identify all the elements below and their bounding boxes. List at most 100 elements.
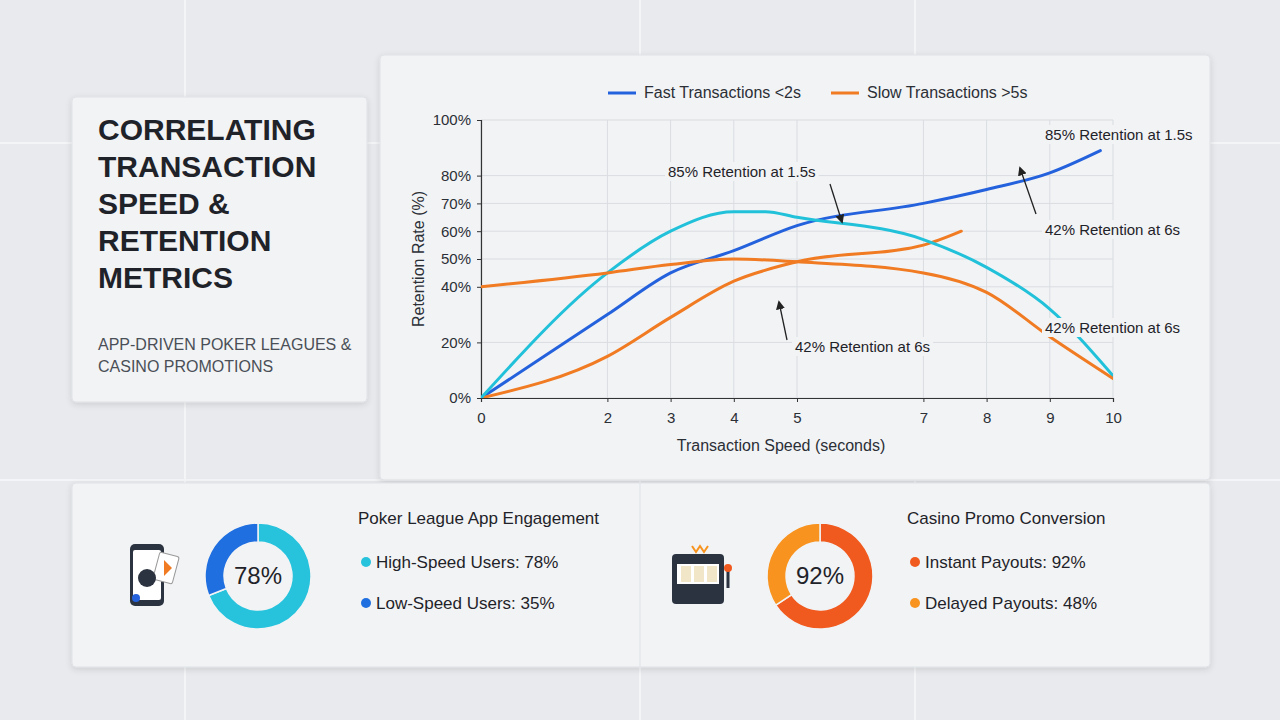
background	[0, 0, 1280, 720]
slot-body	[672, 554, 724, 604]
text-line: TRANSACTION	[98, 150, 316, 183]
annotation: 42% Retention at 6s	[795, 338, 930, 355]
tick-label: 5	[793, 409, 801, 426]
tick: 0	[477, 398, 485, 426]
slices	[767, 523, 873, 629]
legend-swatch	[910, 557, 920, 567]
annotation-patches	[665, 125, 1196, 356]
series-line	[481, 259, 1113, 379]
grid-line	[481, 203, 1113, 204]
donut-chart: 78%Poker League App EngagementHigh-Speed…	[205, 509, 599, 629]
legend-label: Delayed Payouts: 48%	[925, 594, 1097, 613]
slices	[205, 523, 311, 629]
slot-reel	[694, 566, 704, 582]
tick-mark	[477, 176, 481, 177]
page: CORRELATINGTRANSACTIONSPEED &RETENTIONME…	[0, 0, 1280, 720]
annotation: 42% Retention at 6s	[1045, 221, 1180, 238]
title-panel	[72, 97, 367, 402]
annotation-patch	[1042, 220, 1183, 239]
legend-label: Low-Speed Users: 35%	[376, 594, 555, 613]
card	[153, 552, 180, 584]
tick: 40%	[441, 278, 481, 295]
tick: 20%	[441, 334, 481, 351]
tick-label: 7	[920, 409, 928, 426]
tick-mark	[477, 287, 481, 288]
legend-swatch	[608, 92, 636, 95]
tick-label: 4	[730, 409, 738, 426]
tick: 2	[604, 398, 612, 426]
lines	[481, 151, 1113, 398]
annotation-patch	[792, 337, 933, 356]
title: CORRELATINGTRANSACTIONSPEED &RETENTIONME…	[98, 113, 316, 294]
tick-mark	[987, 398, 988, 402]
legend-label: Instant Payouts: 92%	[925, 553, 1086, 572]
tick-mark	[477, 203, 481, 204]
tick: 10	[1105, 398, 1122, 426]
chip-small	[132, 594, 140, 602]
tick-label: 10	[1105, 409, 1122, 426]
annotation-arrow	[1020, 168, 1036, 214]
x-axis-title: Transaction Speed (seconds)	[677, 437, 885, 454]
tick-label: 40%	[441, 278, 471, 295]
background-lines	[0, 0, 1280, 720]
legend-label: Slow Transactions >5s	[867, 84, 1028, 101]
subtitle: APP-DRIVEN POKER LEAGUES & CASINO PROMOTI…	[98, 336, 352, 375]
tick-label: 70%	[441, 195, 471, 212]
tick-mark	[477, 120, 481, 121]
tick-label: 20%	[441, 334, 471, 351]
tick: 100%	[433, 111, 481, 128]
annotation-arrow	[779, 302, 787, 340]
annotations: 85% Retention at 1.5s85% Retention at 1.…	[665, 125, 1196, 356]
tick: 4	[730, 398, 738, 426]
axis-line	[482, 399, 1114, 403]
legend: Fast Transactions <2sSlow Transactions >…	[608, 84, 1028, 101]
legend-label: High-Speed Users: 78%	[376, 553, 558, 572]
annotation-texts: 85% Retention at 1.5s85% Retention at 1.…	[668, 126, 1193, 355]
tick-label: 2	[604, 409, 612, 426]
tick-label: 80%	[441, 167, 471, 184]
grid-line	[481, 231, 1113, 232]
text-line: RETENTION	[98, 224, 271, 257]
slot-knob	[724, 564, 732, 572]
phone-icon	[130, 544, 179, 606]
series-line	[481, 212, 1113, 398]
slot-reel	[707, 566, 717, 582]
donut-title: Casino Promo Conversion	[907, 509, 1105, 528]
axis-line	[477, 121, 482, 399]
text-line: APP-DRIVEN POKER LEAGUES &	[98, 336, 352, 353]
annotation: 42% Retention at 6s	[1045, 319, 1180, 336]
y-axis: 0% 20% 40% 50% 60% 70% 80% 100%	[433, 111, 482, 406]
text-line: CASINO PROMOTIONS	[98, 358, 273, 375]
tick-mark	[477, 231, 481, 232]
annotation-patch	[1042, 125, 1196, 144]
tick: 8	[983, 398, 991, 426]
tick: 7	[920, 398, 928, 426]
tick-label: 0	[477, 409, 485, 426]
tick-label: 3	[667, 409, 675, 426]
tick-label: 60%	[441, 223, 471, 240]
slot-window	[677, 564, 719, 584]
donut-chart: 92%Casino Promo ConversionInstant Payout…	[767, 509, 1105, 629]
slot-lever	[727, 570, 730, 588]
annotation-patch	[1042, 318, 1183, 337]
tick: 50%	[441, 250, 481, 267]
tick-label: 8	[983, 409, 991, 426]
grid	[481, 120, 1113, 398]
tick-mark	[923, 398, 924, 402]
legend-swatch	[361, 598, 371, 608]
text-line: CORRELATING	[98, 113, 316, 146]
tick-mark	[1113, 398, 1114, 402]
tick-mark	[671, 398, 672, 402]
slot-sparkle	[692, 546, 708, 552]
tick-label: 0%	[449, 389, 471, 406]
slot-reel	[681, 566, 691, 582]
legend-swatch	[910, 598, 920, 608]
donut-title: Poker League App Engagement	[358, 509, 599, 528]
slot-icon	[672, 546, 732, 604]
tick-label: 100%	[433, 111, 471, 128]
chip	[138, 569, 156, 587]
panel-divider	[640, 483, 641, 667]
tick-mark	[477, 398, 481, 399]
tick-label: 9	[1046, 409, 1054, 426]
tick: 3	[667, 398, 675, 426]
